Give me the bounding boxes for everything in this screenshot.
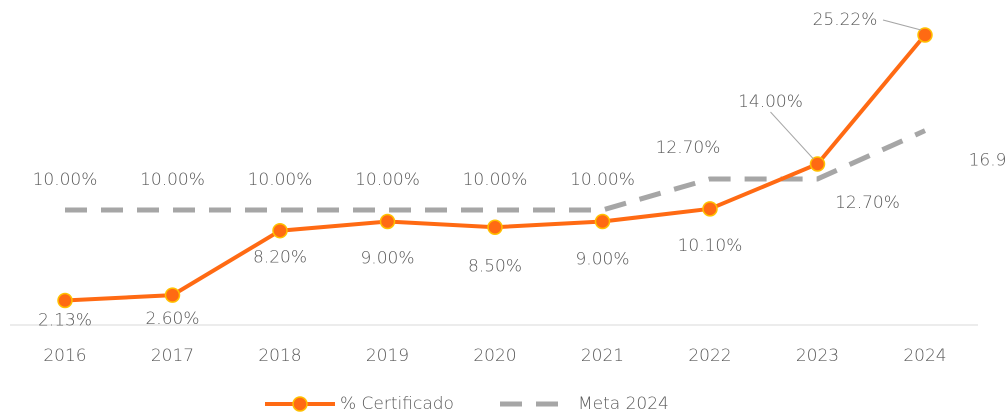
data-label: 2.13% <box>38 311 92 331</box>
x-tick-label: 2022 <box>688 346 731 366</box>
marker <box>164 287 181 303</box>
data-label: 10.00% <box>33 170 98 190</box>
data-label: 10.00% <box>248 170 313 190</box>
data-label: 9.00% <box>360 249 414 269</box>
marker <box>702 201 718 217</box>
data-label: 12.70% <box>656 138 721 158</box>
marker <box>57 292 73 309</box>
data-label: 12.70% <box>835 193 900 213</box>
legend-marker <box>292 396 308 412</box>
marker <box>272 222 288 239</box>
x-tick-label: 2024 <box>903 346 946 366</box>
data-label: 10.00% <box>355 170 420 190</box>
data-label: 16.90% <box>969 151 1007 171</box>
x-tick-label: 2017 <box>151 346 194 366</box>
marker <box>594 213 611 230</box>
marker <box>487 219 503 235</box>
data-label: 8.20% <box>253 248 307 268</box>
leader-line <box>770 111 814 160</box>
x-tick-label: 2018 <box>258 346 301 366</box>
marker <box>379 213 396 230</box>
data-label: 10.10% <box>678 236 743 256</box>
legend-label: Meta 2024 <box>578 394 669 414</box>
marker <box>917 27 933 43</box>
data-label: 9.00% <box>575 250 629 270</box>
x-tick-label: 2016 <box>43 346 86 366</box>
x-tick-label: 2019 <box>366 346 409 366</box>
data-label: 25.22% <box>813 10 878 30</box>
data-label: 10.00% <box>570 170 635 190</box>
data-label: 2.60% <box>145 309 199 329</box>
x-tick-label: 2023 <box>796 346 839 366</box>
data-label: 10.00% <box>463 170 528 190</box>
data-label: 8.50% <box>468 256 522 276</box>
x-tick-label: 2021 <box>581 346 624 366</box>
marker <box>809 156 826 172</box>
x-tick-label: 2020 <box>473 346 516 366</box>
legend-label: % Certificado <box>340 394 454 414</box>
data-label: 10.00% <box>140 170 205 190</box>
leader-line <box>882 19 922 31</box>
data-label: 14.00% <box>738 92 803 112</box>
